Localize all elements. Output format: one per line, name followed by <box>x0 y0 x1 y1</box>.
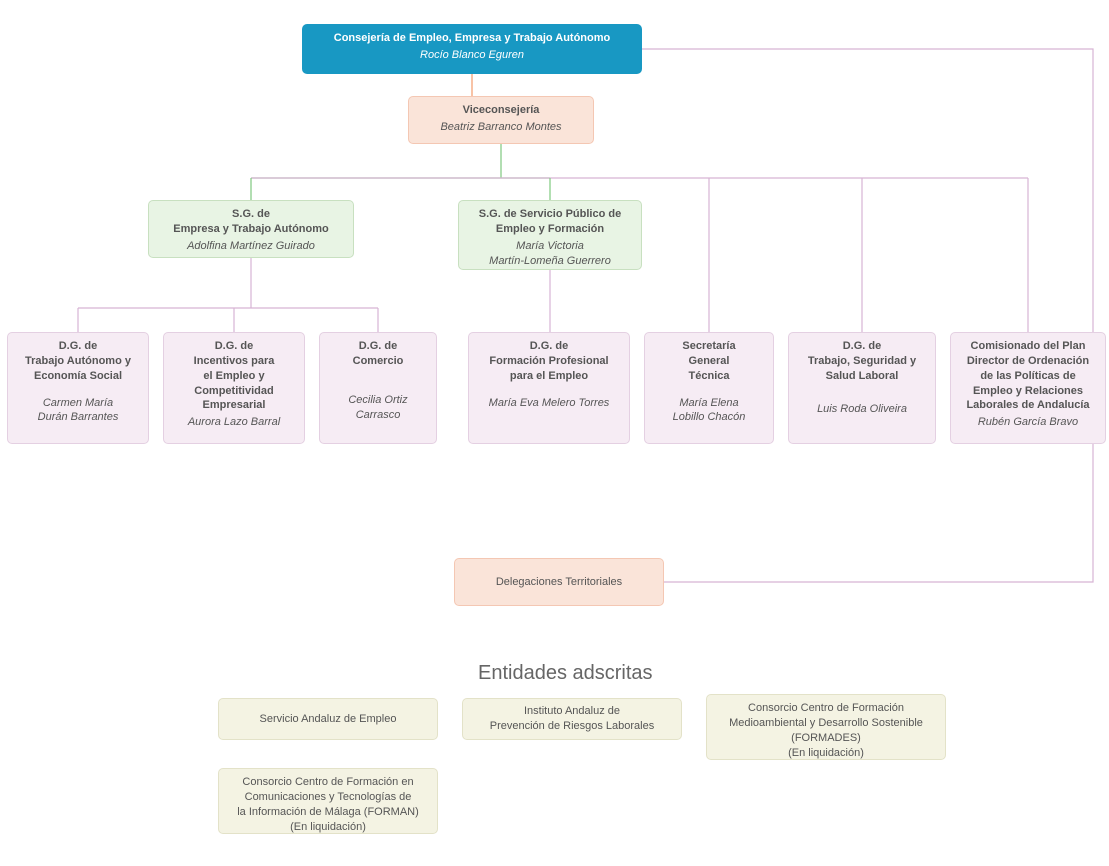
node-dg-trabajo: D.G. de Trabajo, Seguridad y Salud Labor… <box>788 332 936 444</box>
node-ent-formades: Consorcio Centro de Formación Medioambie… <box>706 694 946 760</box>
node-dg-comercio: D.G. de Comercio Cecilia Ortiz Carrasco <box>319 332 437 444</box>
sec-tecnica-title: Secretaría General Técnica <box>649 339 769 384</box>
dg-autonomo-title: D.G. de Trabajo Autónomo y Economía Soci… <box>12 339 144 384</box>
comisionado-title: Comisionado del Plan Director de Ordenac… <box>955 339 1101 413</box>
ent-iaprl-text: Instituto Andaluz de Prevención de Riesg… <box>490 704 655 734</box>
node-viceconsejeria: Viceconsejería Beatriz Barranco Montes <box>408 96 594 144</box>
node-consejeria: Consejería de Empleo, Empresa y Trabajo … <box>302 24 642 74</box>
ent-forman-text: Consorcio Centro de Formación en Comunic… <box>223 775 433 834</box>
sec-tecnica-person: María Elena Lobillo Chacón <box>649 396 769 426</box>
dg-comercio-title: D.G. de Comercio <box>324 339 432 369</box>
dg-autonomo-person: Carmen María Durán Barrantes <box>12 396 144 426</box>
dg-incentivos-title: D.G. de Incentivos para el Empleo y Comp… <box>168 339 300 413</box>
node-ent-forman: Consorcio Centro de Formación en Comunic… <box>218 768 438 834</box>
node-sec-tecnica: Secretaría General Técnica María Elena L… <box>644 332 774 444</box>
node-dg-formacion: D.G. de Formación Profesional para el Em… <box>468 332 630 444</box>
dg-trabajo-title: D.G. de Trabajo, Seguridad y Salud Labor… <box>793 339 931 384</box>
sg-empresa-person: Adolfina Martínez Guirado <box>153 239 349 254</box>
dg-formacion-person: María Eva Melero Torres <box>473 396 625 411</box>
ent-formades-text: Consorcio Centro de Formación Medioambie… <box>711 701 941 760</box>
dg-comercio-person: Cecilia Ortiz Carrasco <box>324 393 432 423</box>
node-ent-iaprl: Instituto Andaluz de Prevención de Riesg… <box>462 698 682 740</box>
consejeria-title: Consejería de Empleo, Empresa y Trabajo … <box>307 31 637 46</box>
vice-title: Viceconsejería <box>413 103 589 118</box>
dg-incentivos-person: Aurora Lazo Barral <box>168 415 300 430</box>
dg-trabajo-person: Luis Roda Oliveira <box>793 402 931 417</box>
delegaciones-title: Delegaciones Territoriales <box>496 575 622 590</box>
sg-empresa-title: S.G. de Empresa y Trabajo Autónomo <box>153 207 349 237</box>
section-title-entidades: Entidades adscritas <box>478 662 653 685</box>
node-comisionado: Comisionado del Plan Director de Ordenac… <box>950 332 1106 444</box>
vice-person: Beatriz Barranco Montes <box>413 120 589 135</box>
node-dg-autonomo: D.G. de Trabajo Autónomo y Economía Soci… <box>7 332 149 444</box>
node-dg-incentivos: D.G. de Incentivos para el Empleo y Comp… <box>163 332 305 444</box>
ent-sae-text: Servicio Andaluz de Empleo <box>260 712 397 727</box>
dg-formacion-title: D.G. de Formación Profesional para el Em… <box>473 339 625 384</box>
node-sg-servicio: S.G. de Servicio Público de Empleo y For… <box>458 200 642 270</box>
node-delegaciones: Delegaciones Territoriales <box>454 558 664 606</box>
node-sg-empresa: S.G. de Empresa y Trabajo Autónomo Adolf… <box>148 200 354 258</box>
comisionado-person: Rubén García Bravo <box>955 415 1101 430</box>
node-ent-sae: Servicio Andaluz de Empleo <box>218 698 438 740</box>
sg-servicio-title: S.G. de Servicio Público de Empleo y For… <box>463 207 637 237</box>
consejeria-person: Rocío Blanco Eguren <box>307 48 637 63</box>
sg-servicio-person: María Victoria Martín-Lomeña Guerrero <box>463 239 637 269</box>
